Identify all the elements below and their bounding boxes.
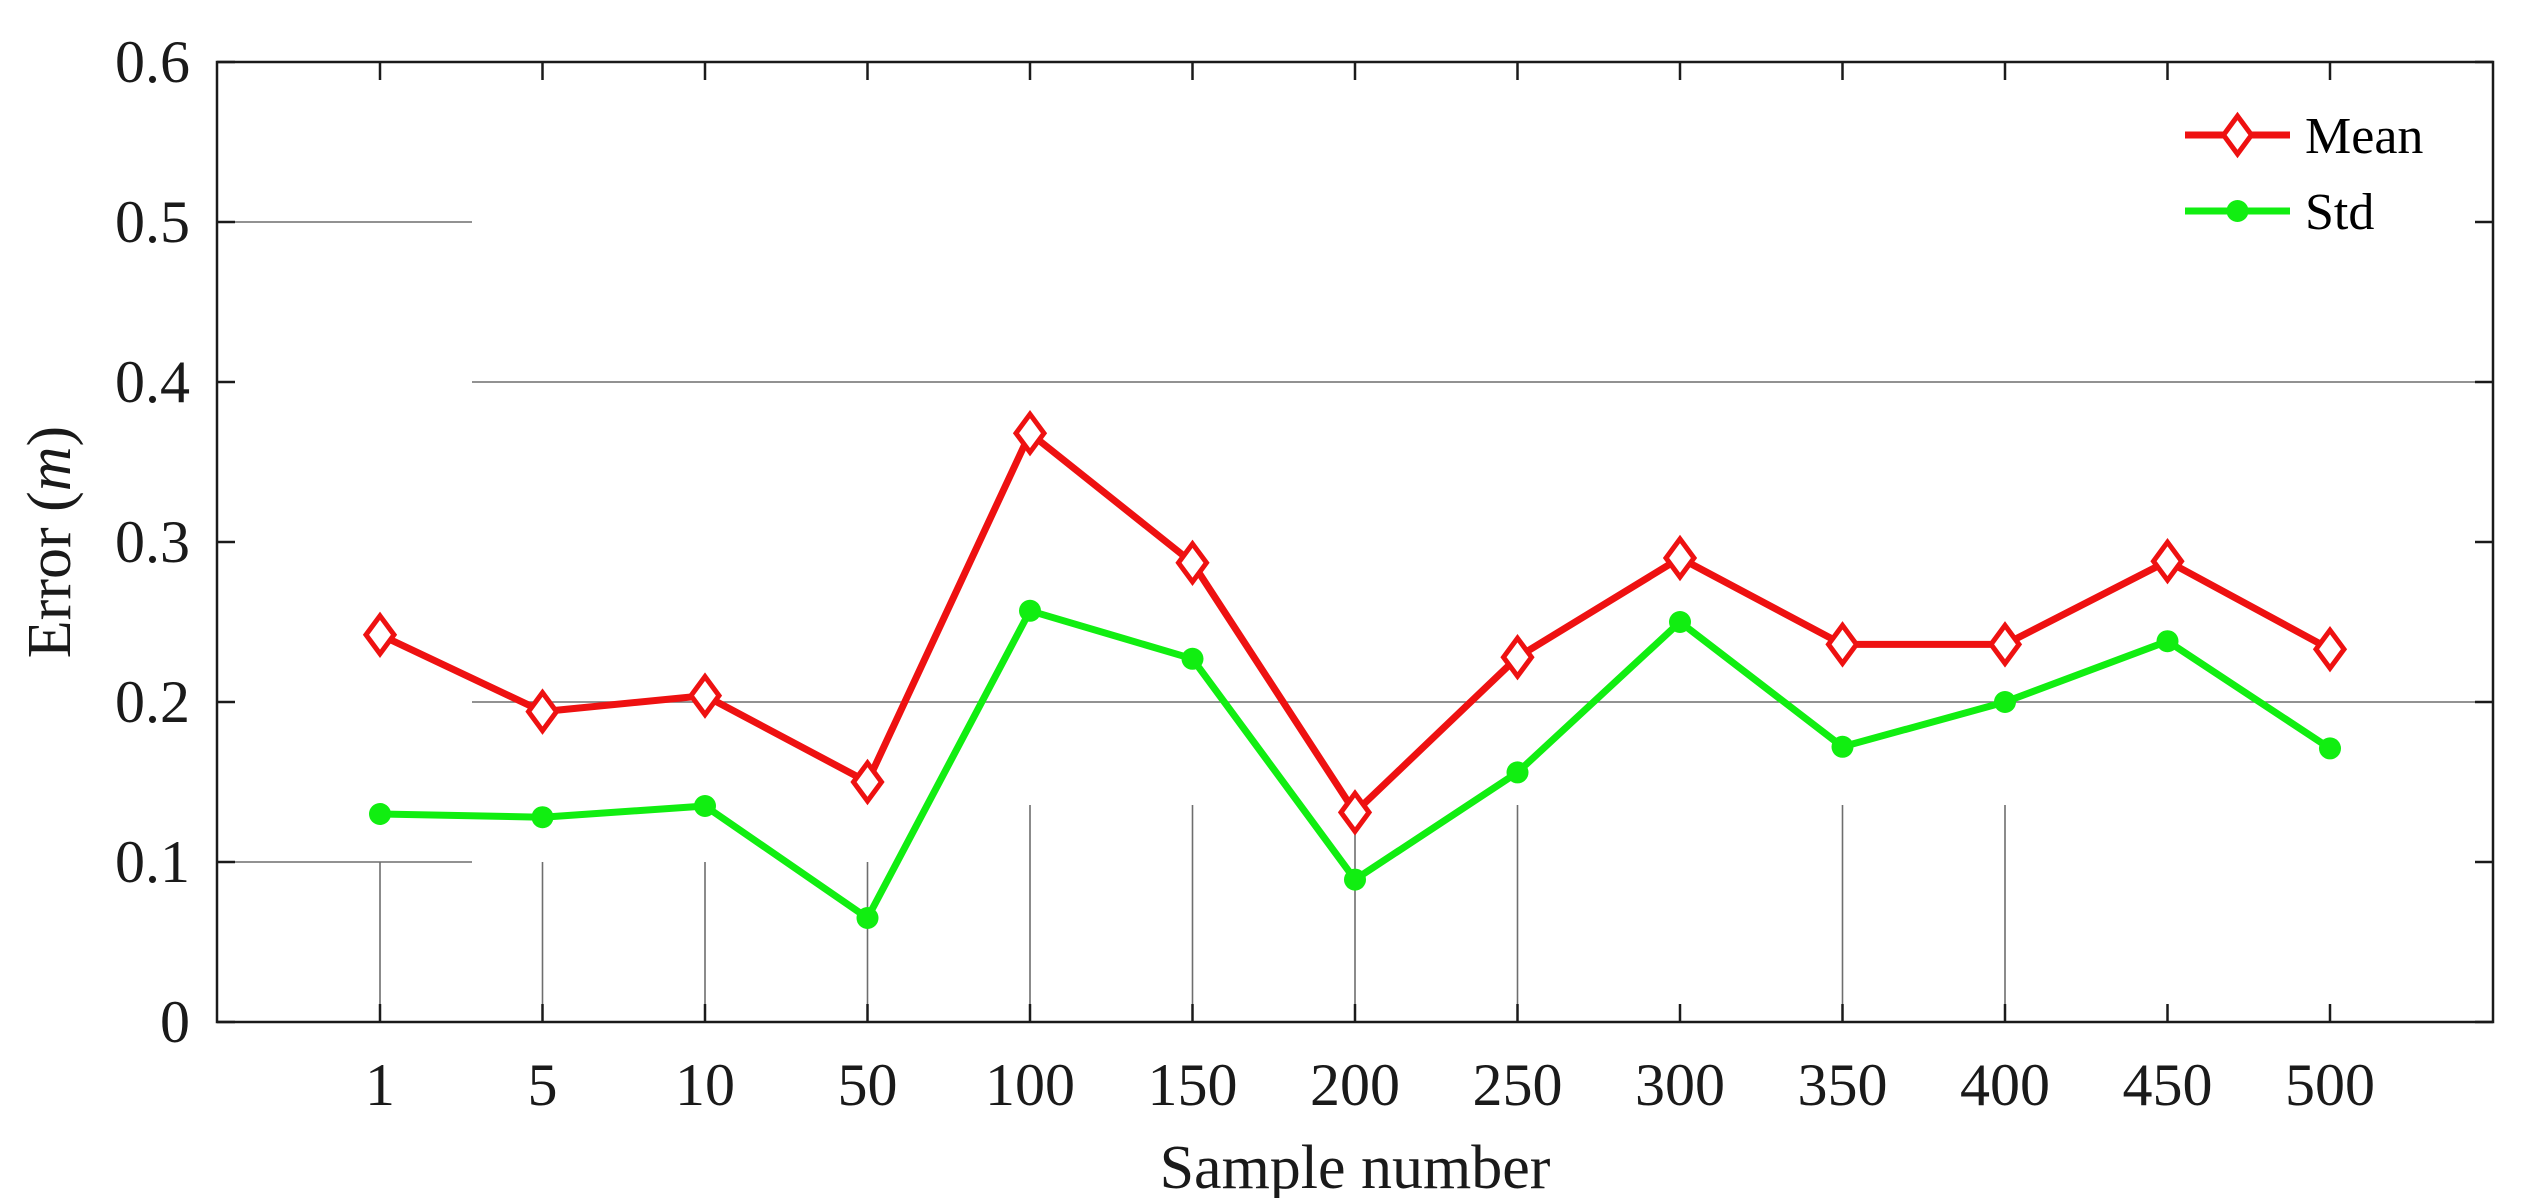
- x-tick-label: 10: [675, 1052, 735, 1118]
- x-tick-label: 250: [1473, 1052, 1563, 1118]
- data-point-std: [856, 907, 879, 929]
- data-point-mean: [1825, 621, 1860, 668]
- y-axis-title: Error (m): [16, 426, 84, 658]
- y-tick-label: 0.3: [115, 509, 190, 575]
- x-tick-label: 400: [1960, 1052, 2050, 1118]
- data-point-std: [1994, 691, 2016, 713]
- y-tick-label: 0.1: [115, 829, 190, 895]
- data-point-mean: [1500, 633, 1535, 681]
- y-tick-label: 0.2: [115, 669, 190, 735]
- x-tick-label: 5: [528, 1052, 558, 1118]
- data-point-mean: [525, 688, 560, 735]
- x-axis-title: Sample number: [1160, 1134, 1551, 1198]
- grid-lines: [217, 221, 2493, 1022]
- x-tick-label: 300: [1635, 1052, 1725, 1118]
- legend-label-mean: Mean: [2305, 108, 2423, 165]
- series-line-mean: [376, 429, 2334, 816]
- x-tick-label: 50: [838, 1052, 898, 1118]
- data-point-mean: [1012, 409, 1048, 457]
- x-tick-label: 450: [2123, 1052, 2213, 1118]
- data-point-mean: [1987, 621, 2023, 668]
- x-tick-label: 150: [1148, 1052, 1238, 1118]
- x-tick-label: 100: [985, 1052, 1075, 1118]
- y-tick-label: 0: [160, 989, 190, 1055]
- y-tick-label: 0.6: [115, 29, 190, 95]
- data-point-std: [694, 795, 716, 817]
- data-point-std: [1506, 761, 1529, 784]
- data-point-std: [1831, 735, 1854, 758]
- data-point-std: [531, 806, 554, 829]
- data-point-std: [1019, 599, 1041, 622]
- y-axis-title-prefix: Error (: [16, 491, 84, 658]
- y-tick-label: 0.5: [115, 189, 190, 255]
- y-tick-label: 0.4: [115, 349, 190, 415]
- x-tick-label: 500: [2285, 1052, 2375, 1118]
- legend-marker-mean: [2220, 111, 2255, 159]
- data-point-mean: [1337, 789, 1373, 836]
- data-point-mean: [1662, 534, 1698, 582]
- legend: Mean Std: [2185, 108, 2423, 241]
- data-point-mean: [850, 758, 885, 806]
- data-point-std: [1669, 611, 1691, 633]
- legend-marker-std: [2226, 200, 2249, 222]
- axis-ticks: 0 0.1 0.2 0.3 0.4 0.5 0.6 1 5 10 50 100 150 200 250 300…: [115, 29, 2493, 1118]
- x-tick-label: 200: [1310, 1052, 1400, 1118]
- y-axis-title-suffix: ): [16, 426, 84, 447]
- legend-label-std: Std: [2305, 184, 2374, 241]
- data-point-std: [2156, 630, 2179, 653]
- x-tick-label: 1: [365, 1052, 395, 1118]
- series-layer: [362, 409, 2348, 929]
- data-point-std: [2319, 737, 2341, 760]
- data-point-std: [1344, 868, 1366, 891]
- x-tick-label: 350: [1798, 1052, 1888, 1118]
- data-point-std: [369, 803, 391, 825]
- data-point-mean: [362, 611, 398, 659]
- data-point-mean: [2312, 625, 2348, 673]
- y-axis-title-unit: m: [16, 446, 84, 491]
- data-point-mean: [1175, 539, 1210, 587]
- data-point-mean: [2150, 537, 2185, 585]
- data-point-std: [1181, 647, 1204, 670]
- data-point-mean: [687, 672, 723, 719]
